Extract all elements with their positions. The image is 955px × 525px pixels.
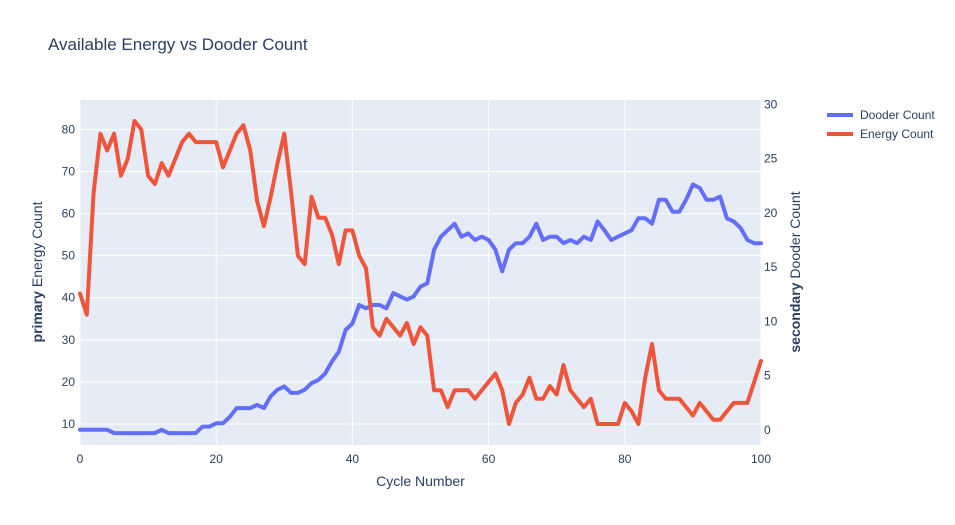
y-right-tick-label: 15 xyxy=(764,260,778,274)
x-tick-label: 100 xyxy=(751,452,771,466)
x-tick-label: 40 xyxy=(346,452,360,466)
y-left-tick-label: 70 xyxy=(62,165,76,179)
y-right-axis-label: Dooder Count xyxy=(787,191,803,278)
series-line-dooder-count[interactable] xyxy=(78,182,763,436)
y-left-tick-label: 80 xyxy=(62,122,76,136)
y-left-axis-prefix: primary xyxy=(29,291,45,343)
series-line-energy-count[interactable] xyxy=(78,119,763,426)
legend-label-dooder-count: Dooder Count xyxy=(860,108,935,122)
legend-label-energy-count: Energy Count xyxy=(860,127,934,141)
y-right-tick-label: 30 xyxy=(764,97,778,111)
y-left-axis-ticks: 10 20 30 40 50 60 70 80 xyxy=(62,122,76,431)
gridlines xyxy=(79,100,762,445)
chart-title: Available Energy vs Dooder Count xyxy=(48,35,308,54)
y-right-tick-label: 10 xyxy=(764,314,778,328)
y-left-tick-label: 30 xyxy=(62,333,76,347)
y-left-tick-label: 60 xyxy=(62,207,76,221)
y-left-tick-label: 40 xyxy=(62,291,76,305)
y-right-tick-label: 0 xyxy=(764,423,771,437)
y-left-tick-label: 10 xyxy=(62,417,76,431)
y-right-tick-label: 20 xyxy=(764,206,778,220)
legend-item-energy-count[interactable]: Energy Count xyxy=(827,127,934,141)
x-tick-label: 0 xyxy=(77,452,84,466)
y-left-axis-title: primary Energy Count xyxy=(29,201,45,342)
y-left-tick-label: 20 xyxy=(62,375,76,389)
legend: Dooder Count Energy Count xyxy=(827,108,935,141)
series-layer xyxy=(78,119,763,436)
y-right-axis-title: secondary Dooder Count xyxy=(787,191,803,352)
y-left-tick-label: 50 xyxy=(62,249,76,263)
x-tick-label: 20 xyxy=(210,452,224,466)
x-tick-label: 80 xyxy=(618,452,632,466)
y-right-tick-label: 5 xyxy=(764,369,771,383)
y-left-axis-label: Energy Count xyxy=(29,201,45,287)
y-right-axis-ticks: 0 5 10 15 20 25 30 xyxy=(764,97,778,436)
x-tick-label: 60 xyxy=(482,452,496,466)
y-right-tick-label: 25 xyxy=(764,152,778,166)
y-right-axis-prefix: secondary xyxy=(787,282,803,352)
plot-background xyxy=(80,100,761,445)
x-axis-ticks: 0 20 40 60 80 100 xyxy=(77,452,772,466)
x-axis-title: Cycle Number xyxy=(376,473,465,489)
legend-item-dooder-count[interactable]: Dooder Count xyxy=(827,108,935,122)
